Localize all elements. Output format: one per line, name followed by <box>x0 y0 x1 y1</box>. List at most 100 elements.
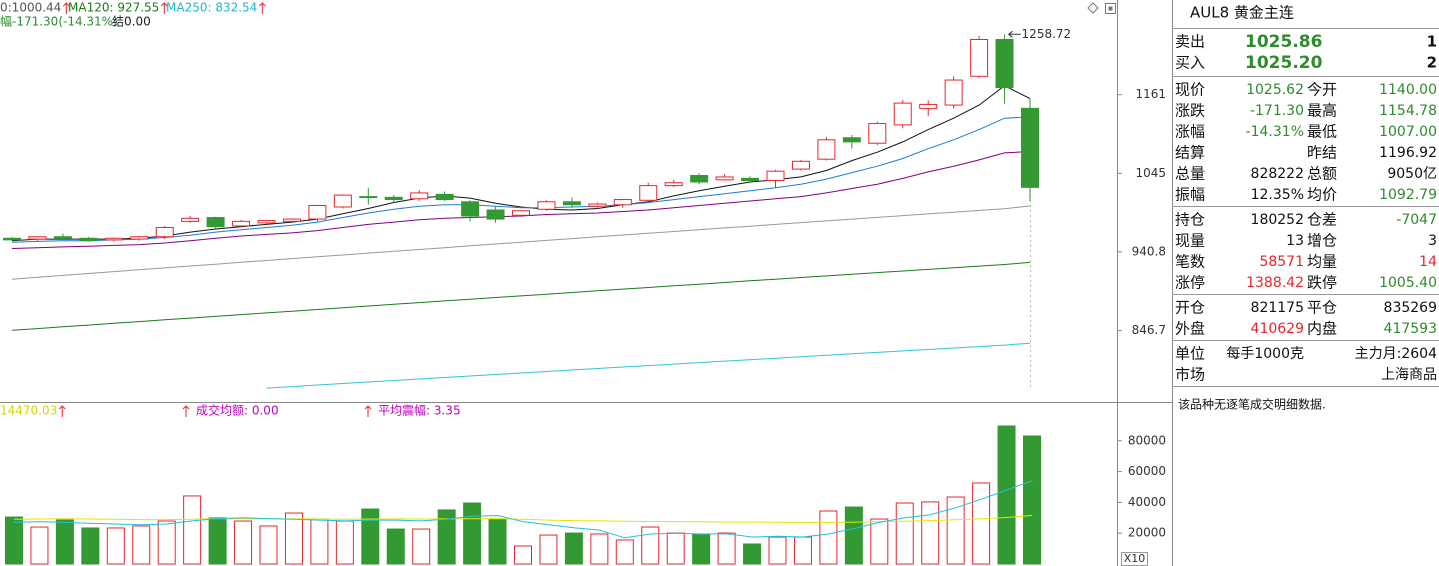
volume-bar <box>717 532 736 565</box>
up-arrow <box>258 2 266 14</box>
bidask-price: 1025.20 <box>1245 53 1323 73</box>
volume-bar <box>564 532 583 565</box>
quote-label: 结算 <box>1175 144 1205 162</box>
bidask-qty: 2 <box>1427 54 1437 72</box>
diamond-icon[interactable] <box>1087 2 1099 14</box>
candle-body <box>155 226 174 238</box>
y-tick-label: 60000 <box>1128 464 1166 478</box>
quote-value: 13 <box>1286 233 1304 249</box>
quote-label: 涨停 <box>1175 274 1205 292</box>
quote-value: -171.30 <box>1250 103 1304 119</box>
quote-label: 总量 <box>1175 165 1205 183</box>
high-annotation: 1258.72 <box>1022 27 1072 41</box>
y-tick-label: 846.7 <box>1132 323 1166 337</box>
quote-label: 总额 <box>1307 165 1337 183</box>
quote-value: 1005.40 <box>1379 275 1437 291</box>
candle-body <box>791 160 810 170</box>
candle-body <box>435 193 454 201</box>
volume-bar <box>768 536 787 565</box>
y-tick-label: 1045 <box>1135 166 1166 180</box>
volume-bar <box>55 519 74 565</box>
candle-body <box>741 177 760 182</box>
candle-body <box>232 220 251 227</box>
quote-label: 内盘 <box>1307 320 1337 338</box>
quote-label: 最低 <box>1307 123 1337 141</box>
volume-bar <box>615 539 634 565</box>
moving-average-line <box>11 261 1031 331</box>
candle-body <box>766 170 785 182</box>
quote-value: 主力月:2604 <box>1355 346 1437 362</box>
volume-bar <box>997 425 1016 565</box>
volume-bar <box>183 495 202 565</box>
volume-legend: 平均震幅: 3.35 <box>378 403 461 418</box>
volume-bar <box>310 518 329 565</box>
ma-legend: MA120: 927.55 <box>68 1 159 15</box>
quote-value: 835269 <box>1384 300 1437 316</box>
volume-bar <box>590 533 609 565</box>
candle-body <box>868 123 887 144</box>
volume-bar <box>844 506 863 565</box>
quote-value: 14 <box>1419 254 1437 270</box>
candle-body <box>461 201 480 217</box>
moving-average-line <box>266 342 1031 389</box>
y-tick-label: 1161 <box>1135 87 1166 101</box>
quote-label: 振幅 <box>1175 186 1205 204</box>
candle-body <box>512 210 530 216</box>
quote-value: 9050亿 <box>1387 166 1437 182</box>
bidask-label: 买入 <box>1175 54 1205 72</box>
window-icon[interactable] <box>1105 3 1116 14</box>
volume-legend: 14470.03 <box>0 404 57 418</box>
candle-body <box>308 205 327 220</box>
volume-bar <box>692 533 711 565</box>
candle-body <box>384 196 403 201</box>
instrument-title: AUL8 黄金主连 <box>1190 4 1294 22</box>
quote-value: 410629 <box>1251 321 1304 337</box>
bidask-label: 卖出 <box>1175 33 1205 51</box>
volume-bar <box>284 512 303 565</box>
candle-body <box>944 79 963 106</box>
volume-bar <box>361 508 380 565</box>
candle-body <box>104 237 123 241</box>
candle-body <box>537 201 556 210</box>
candle-body <box>3 237 21 241</box>
volume-bar <box>793 536 812 565</box>
quote-label: 仓差 <box>1307 211 1337 229</box>
candle-body <box>282 218 301 222</box>
quote-label: 现价 <box>1175 81 1205 99</box>
candle-body <box>817 139 836 160</box>
unit-label: X10 <box>1124 552 1146 565</box>
quote-value: 1154.78 <box>1379 103 1437 119</box>
quote-value: 180252 <box>1251 212 1304 228</box>
quote-value: 1007.00 <box>1379 124 1437 140</box>
up-arrow <box>62 2 70 14</box>
candle-body <box>893 102 912 126</box>
volume-bar <box>81 527 100 565</box>
volume-bar <box>437 509 456 565</box>
quote-label: 昨结 <box>1307 144 1337 162</box>
quote-label: 涨跌 <box>1175 102 1205 120</box>
change-summary: 幅-171.30(-14.31%) <box>0 14 118 29</box>
volume-bar <box>386 528 405 565</box>
volume-bar <box>132 525 151 565</box>
moving-average-line <box>11 116 1031 243</box>
quote-label: 增仓 <box>1307 232 1337 250</box>
quote-label: 现量 <box>1175 232 1205 250</box>
y-tick-label: 940.8 <box>1132 244 1166 258</box>
candle-body <box>1021 107 1039 188</box>
candle-body <box>639 185 658 201</box>
candle-body <box>588 203 607 207</box>
volume-bar <box>870 518 889 565</box>
quote-label: 单位 <box>1175 345 1205 363</box>
y-tick-label: 80000 <box>1128 433 1166 447</box>
quote-label: 持仓 <box>1175 211 1205 229</box>
volume-bar <box>946 496 965 565</box>
moving-average-line <box>11 85 1031 242</box>
quote-label: 均价 <box>1307 186 1337 204</box>
volume-bar <box>463 502 482 565</box>
candle-body <box>995 39 1014 89</box>
candle-body <box>715 176 734 181</box>
volume-bar <box>5 516 23 565</box>
volume-bar <box>208 517 227 565</box>
volume-bar <box>234 520 253 565</box>
quote-label: 平仓 <box>1307 299 1337 317</box>
